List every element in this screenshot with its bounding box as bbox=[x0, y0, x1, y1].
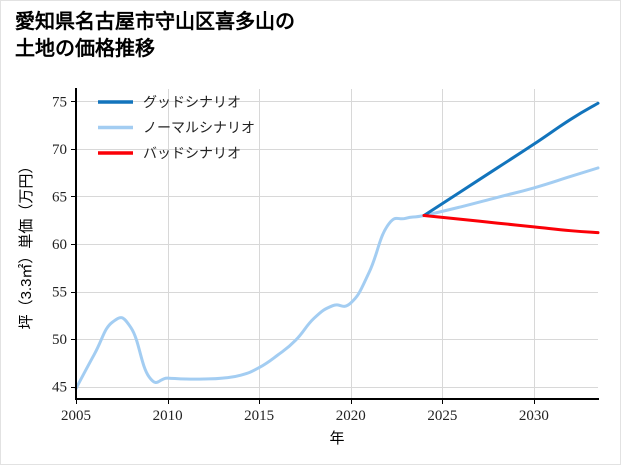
axes-group bbox=[71, 88, 599, 404]
y-tick-label: 65 bbox=[52, 189, 67, 205]
x-tick-label: 2015 bbox=[244, 408, 274, 424]
y-tick-label: 75 bbox=[52, 94, 67, 110]
x-tick-label: 2005 bbox=[61, 408, 91, 424]
x-tick-label: 2025 bbox=[427, 408, 457, 424]
y-tick-label: 50 bbox=[52, 332, 67, 348]
legend-label-0: グッドシナリオ bbox=[143, 94, 241, 110]
series-group bbox=[74, 101, 600, 391]
x-axis-title: 年 bbox=[329, 430, 344, 447]
y-axis-title: 坪（3.3㎡）単価（万円） bbox=[18, 159, 35, 330]
chart-title: 愛知県名古屋市守山区喜多山の 土地の価格推移 bbox=[15, 11, 295, 60]
x-tick-label: 2020 bbox=[336, 408, 366, 424]
y-tick-label: 60 bbox=[52, 237, 67, 253]
y-tick-label: 70 bbox=[52, 142, 67, 158]
x-tick-label: 2030 bbox=[519, 408, 549, 424]
tick-labels-group: 2005 2010 2015 2020 2025 2030 45 50 55 60 65 70 75 bbox=[52, 94, 549, 424]
legend-label-2: バッドシナリオ bbox=[143, 145, 241, 161]
legend-label-1: ノーマルシナリオ bbox=[143, 120, 255, 136]
series-line-1 bbox=[74, 166, 600, 391]
y-tick-label: 55 bbox=[52, 285, 67, 301]
y-tick-label: 45 bbox=[52, 380, 67, 396]
series-line-2 bbox=[422, 213, 600, 235]
x-tick-label: 2010 bbox=[153, 408, 183, 424]
gridlines-group bbox=[76, 89, 598, 399]
series-line-0 bbox=[422, 101, 600, 217]
axis-titles-group: 年 坪（3.3㎡）単価（万円） bbox=[18, 159, 345, 447]
